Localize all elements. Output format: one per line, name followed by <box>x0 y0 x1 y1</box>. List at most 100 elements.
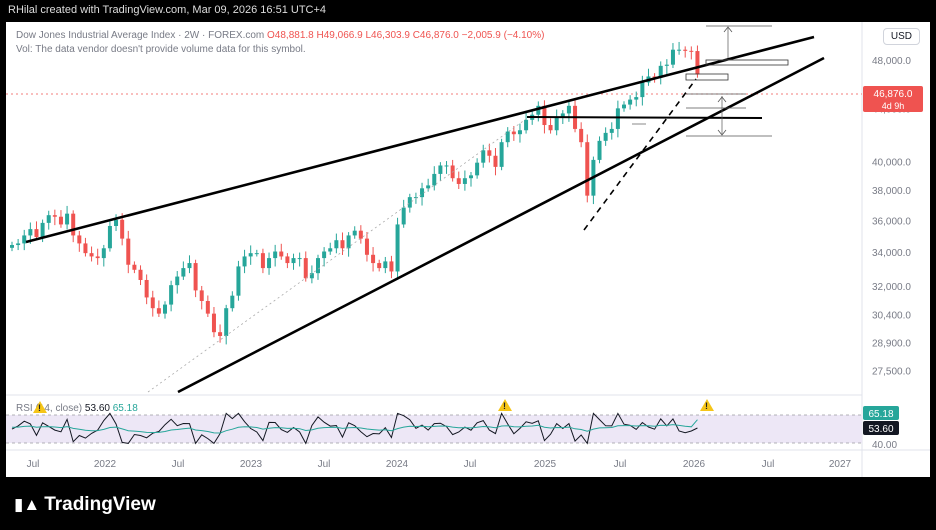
candle-body <box>224 308 229 336</box>
candle-body <box>236 266 241 296</box>
candle-body <box>493 155 498 167</box>
candle-body <box>181 268 186 277</box>
rsi-ma-value: 65.18 <box>112 403 138 414</box>
candle-body <box>615 108 620 129</box>
price-tick-label: 48,000.0 <box>872 56 911 67</box>
candle-body <box>52 215 57 217</box>
candle-body <box>187 263 192 269</box>
candle-body <box>16 243 21 246</box>
dashed-trendline[interactable] <box>583 78 697 231</box>
candle-body <box>10 245 14 248</box>
candle-body <box>199 290 204 302</box>
candle-body <box>536 105 541 115</box>
time-tick-label: Jul <box>318 459 331 470</box>
candle-body <box>670 49 675 65</box>
candle-body <box>150 297 155 309</box>
candle-body <box>95 256 100 259</box>
candle-body <box>469 175 473 179</box>
candle-body <box>169 285 174 305</box>
candle-body <box>65 213 70 225</box>
candle-body <box>260 253 265 269</box>
candle-body <box>389 261 394 272</box>
candle-body <box>566 105 571 114</box>
candle-body <box>364 238 369 255</box>
candle-body <box>58 216 63 225</box>
support-horizontal[interactable] <box>526 116 763 119</box>
candle-body <box>524 119 529 131</box>
price-tick-label: 34,000.0 <box>872 248 911 259</box>
candle-body <box>309 273 314 279</box>
warning-icon[interactable]: ! <box>498 399 512 411</box>
candle-body <box>444 165 449 167</box>
price-chart[interactable]: 48,000.044,000.040,000.038,000.036,000.0… <box>6 22 930 477</box>
candle-body <box>273 251 278 259</box>
candle-body <box>683 49 688 51</box>
time-tick-label: 2027 <box>829 459 852 470</box>
price-tick-label: 30,400.0 <box>872 310 911 321</box>
candle-body <box>132 264 137 270</box>
candle-body <box>358 230 363 239</box>
candle-body <box>542 105 547 126</box>
candle-body <box>554 117 559 131</box>
rsi-legend: RSI (14, close) 53.60 65.18 <box>16 403 138 414</box>
candle-body <box>456 178 461 184</box>
time-tick-label: Jul <box>172 459 185 470</box>
price-tick-label: 32,000.0 <box>872 282 911 293</box>
candle-body <box>377 263 382 269</box>
candle-body <box>677 49 682 51</box>
candle-body <box>401 207 406 225</box>
price-tick-label: 28,900.0 <box>872 339 911 350</box>
candle-body <box>120 219 125 239</box>
currency-button[interactable]: USD <box>882 28 920 45</box>
candle-body <box>254 253 259 255</box>
candle-body <box>371 254 376 264</box>
candle-body <box>640 82 645 98</box>
chart-panel[interactable]: 48,000.044,000.040,000.038,000.036,000.0… <box>6 22 930 477</box>
candle-body <box>175 276 180 286</box>
candle-body <box>267 258 272 269</box>
candle-body <box>328 248 333 252</box>
candle-body <box>279 251 284 257</box>
candle-body <box>395 224 400 272</box>
tv-logo-icon: ▮▲ <box>14 495 41 514</box>
svg-text:65.18: 65.18 <box>868 409 893 420</box>
candle-body <box>487 150 492 156</box>
candle-body <box>22 235 27 244</box>
candle-body <box>511 131 516 135</box>
rsi-ma-tag: 65.18 <box>863 406 899 420</box>
candle-body <box>413 197 418 199</box>
candle-body <box>46 215 51 223</box>
candle-body <box>316 258 320 274</box>
candle-body <box>285 256 290 264</box>
time-axis[interactable]: Jul 2022 Jul 2023 Jul 2024 Jul 2025 Jul 2026 Jul 20… <box>27 459 852 470</box>
wedge-lower-trendline[interactable] <box>177 56 825 394</box>
candle-body <box>89 253 94 257</box>
candle-body <box>230 295 235 309</box>
candle-body <box>622 104 626 109</box>
warning-icon[interactable]: ! <box>700 399 714 411</box>
time-tick-label: 2023 <box>240 459 263 470</box>
candle-body <box>114 219 119 226</box>
time-tick-label: 2025 <box>534 459 557 470</box>
candle-body <box>609 128 614 133</box>
symbol-title: Dow Jones Industrial Average Index · 2W … <box>16 30 265 41</box>
candle-body <box>211 313 216 333</box>
time-tick-label: 2022 <box>94 459 117 470</box>
candle-body <box>83 243 88 254</box>
candle-body <box>144 279 149 298</box>
candle-body <box>628 99 633 105</box>
time-tick-label: 2026 <box>683 459 706 470</box>
drawings-layer[interactable] <box>25 25 825 394</box>
candle-body <box>340 240 345 249</box>
candle-body <box>218 332 223 336</box>
candle-body <box>548 125 553 131</box>
warning-icon[interactable]: ! <box>33 401 47 413</box>
candle-body <box>71 213 76 236</box>
candle-body <box>248 253 253 257</box>
tradingview-logo: ▮▲ TradingView <box>14 494 156 516</box>
candle-body <box>205 301 210 314</box>
wedge-upper-trendline[interactable] <box>25 35 815 244</box>
legend-title: Dow Jones Industrial Average Index · 2W … <box>16 30 544 41</box>
candle-body <box>505 131 510 143</box>
